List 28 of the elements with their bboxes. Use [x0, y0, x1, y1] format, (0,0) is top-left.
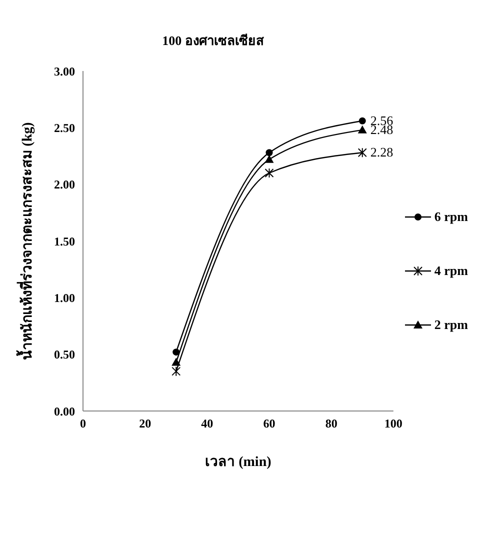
y-tick-label: 0.50	[54, 348, 75, 362]
legend-label: 6 rpm	[434, 209, 468, 225]
chart-title: 100 องศาเซลเซียส	[161, 32, 265, 50]
point	[358, 117, 366, 124]
point	[264, 168, 274, 178]
legend-label: 2 rpm	[434, 317, 468, 333]
x-tick-label: 60	[263, 416, 276, 431]
point	[172, 366, 181, 376]
x-axis-title: เวลา (min)	[205, 455, 272, 470]
y-tick-label: 2.50	[54, 120, 75, 135]
y-tick-label: 1.00	[54, 290, 75, 305]
point	[358, 125, 367, 134]
y-tick-label: 3.00	[54, 64, 75, 78]
x-tick-label: 100	[384, 416, 402, 431]
y-tick-label: 0.00	[54, 404, 75, 418]
y-tick-label: 1.50	[54, 234, 75, 248]
point	[172, 358, 181, 366]
x-tick-label: 40	[201, 416, 214, 431]
x-tick-label: 80	[325, 416, 338, 431]
x-tick-label: 0	[80, 416, 86, 431]
point	[358, 148, 367, 158]
x-tick-label: 20	[139, 416, 152, 431]
legend-label: 4 rpm	[434, 263, 468, 279]
point	[266, 149, 273, 156]
y-tick-label: 2.00	[54, 178, 75, 192]
y-axis-title: น้ำหนักแห้งที่ร่วงจากตะแกรงสะสม (kg)	[16, 122, 36, 360]
data-label: 2.28	[370, 144, 394, 160]
point	[172, 348, 180, 356]
